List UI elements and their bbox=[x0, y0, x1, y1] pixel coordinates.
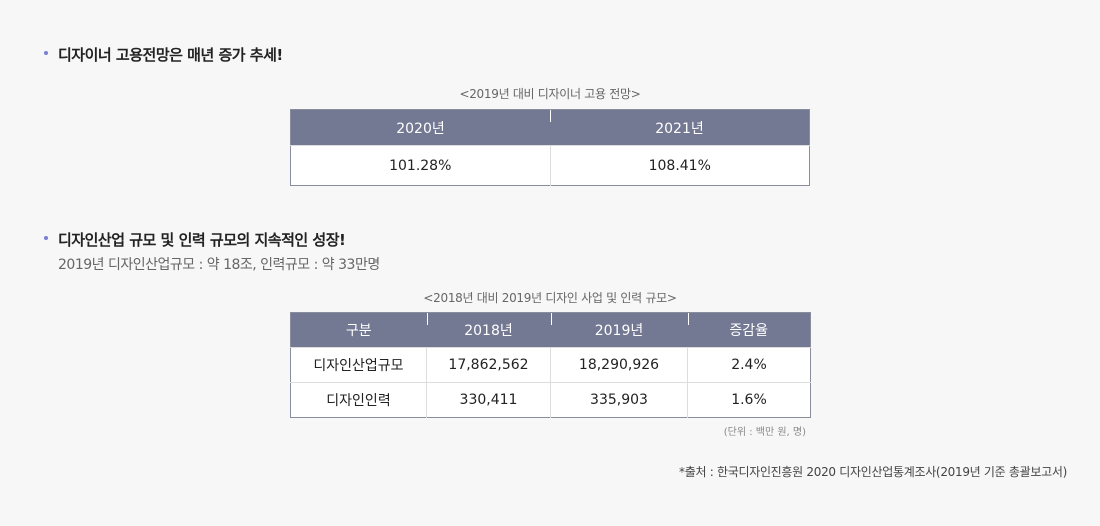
cell: 17,862,562 bbox=[426, 347, 551, 383]
section1-title-text: 디자이너 고용전망은 매년 증가 추세! bbox=[58, 46, 283, 64]
row-label: 디자인산업규모 bbox=[290, 347, 427, 383]
cell: 18,290,926 bbox=[550, 347, 688, 383]
col-2021: 2021년 bbox=[550, 109, 810, 146]
industry-table: 구분 2018년 2019년 증감율 디자인산업규모 17,862,562 18,290,… bbox=[290, 312, 811, 418]
cell: 330,411 bbox=[426, 382, 551, 418]
unit-note: (단위 : 백만 원, 명) bbox=[723, 427, 806, 438]
table1-caption: <2019년 대비 디자이너 고용 전망> bbox=[459, 87, 641, 101]
col-category: 구분 bbox=[290, 312, 427, 348]
bullet-icon bbox=[44, 236, 48, 240]
cell: 335,903 bbox=[550, 382, 688, 418]
section2-title-text: 디자인산업 규모 및 인력 규모의 지속적인 성장! bbox=[58, 231, 346, 249]
employment-table: 2020년 2021년 101.28% 108.41% bbox=[290, 109, 810, 186]
source-note: *출처 : 한국디자인진흥원 2020 디자인산업통계조사(2019년 기준 총… bbox=[679, 465, 1067, 479]
section1-title: 디자이너 고용전망은 매년 증가 추세! bbox=[44, 44, 283, 65]
table-row: 디자인산업규모 17,862,562 18,290,926 2.4% bbox=[290, 347, 811, 383]
value-2021: 108.41% bbox=[549, 145, 810, 186]
col-2020: 2020년 bbox=[290, 109, 550, 146]
cell: 1.6% bbox=[687, 382, 811, 418]
col-2019: 2019년 bbox=[550, 312, 688, 348]
bullet-icon bbox=[44, 51, 48, 55]
col-2018: 2018년 bbox=[426, 312, 551, 348]
value-2020: 101.28% bbox=[290, 145, 550, 186]
row-label: 디자인인력 bbox=[290, 382, 427, 418]
section2-title: 디자인산업 규모 및 인력 규모의 지속적인 성장! bbox=[44, 229, 346, 250]
table-row: 디자인인력 330,411 335,903 1.6% bbox=[290, 382, 811, 418]
cell: 2.4% bbox=[687, 347, 811, 383]
col-change: 증감율 bbox=[687, 312, 811, 348]
table2-caption: <2018년 대비 2019년 디자인 사업 및 인력 규모> bbox=[423, 291, 677, 305]
section2-subtitle: 2019년 디자인산업규모 : 약 18조, 인력규모 : 약 33만명 bbox=[58, 257, 380, 273]
